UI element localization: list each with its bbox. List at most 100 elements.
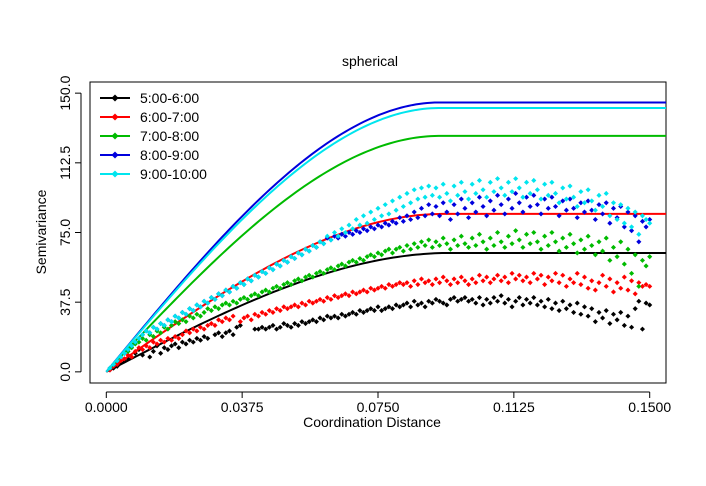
data-point: [226, 317, 233, 323]
data-point: [350, 257, 356, 263]
data-point: [440, 200, 446, 206]
data-point: [538, 211, 544, 217]
data-point: [154, 341, 160, 347]
data-point: [208, 320, 214, 327]
data-point: [393, 207, 399, 213]
data-point: [647, 220, 653, 226]
plot-frame: [89, 81, 667, 384]
data-point: [234, 285, 240, 291]
data-point: [284, 322, 290, 328]
data-point: [447, 281, 453, 288]
data-point: [281, 304, 287, 310]
data-point: [458, 274, 464, 280]
data-point: [292, 255, 298, 262]
data-point: [567, 183, 573, 189]
data-point: [375, 285, 381, 291]
data-point: [408, 216, 414, 223]
data-point: [165, 326, 171, 332]
data-point: [581, 246, 588, 252]
data-point: [205, 335, 211, 341]
data-point: [473, 280, 479, 286]
data-point: [201, 326, 207, 332]
data-point: [183, 311, 189, 317]
data-point: [357, 229, 363, 236]
data-point: [458, 179, 464, 185]
data-point: [321, 241, 327, 247]
data-point: [437, 280, 443, 286]
data-point: [552, 203, 559, 210]
data-point: [422, 280, 428, 286]
data-point: [226, 328, 233, 334]
data-point: [389, 306, 396, 312]
data-point: [357, 255, 363, 262]
data-point: [491, 242, 497, 249]
data-point: [484, 274, 490, 280]
axes-layer: 0.0000 0.0375 0.0750 0.1125 0.1500 0.0 37.5 75.…: [57, 75, 671, 415]
data-point: [538, 298, 544, 304]
data-point: [531, 294, 537, 301]
data-point: [495, 229, 501, 236]
data-point: [371, 307, 377, 314]
data-point: [364, 307, 370, 314]
chart-title: spherical: [342, 53, 398, 69]
data-point: [360, 213, 367, 219]
data-point: [473, 300, 479, 306]
data-point: [491, 294, 497, 301]
data-point: [223, 315, 229, 321]
data-point: [585, 285, 591, 291]
data-point: [230, 283, 236, 289]
data-point: [520, 194, 526, 200]
data-point: [639, 257, 645, 263]
data-point: [473, 190, 479, 197]
data-point: [455, 242, 461, 249]
data-point: [241, 315, 247, 321]
data-point: [502, 274, 508, 280]
data-point: [346, 229, 352, 236]
data-point: [212, 322, 218, 328]
data-point: [491, 207, 497, 213]
data-point: [176, 315, 182, 321]
data-point: [534, 187, 540, 193]
data-point: [629, 278, 635, 284]
data-point: [335, 233, 341, 239]
data-point: [179, 309, 185, 315]
data-point: [248, 317, 254, 323]
data-point: [404, 213, 410, 219]
data-point: [150, 334, 156, 340]
data-point: [433, 239, 439, 245]
data-point: [197, 337, 204, 343]
data-point: [306, 319, 312, 325]
data-point: [219, 302, 225, 308]
data-point: [429, 211, 435, 217]
data-point: [433, 276, 439, 282]
y-axis-label: Semivariance: [33, 189, 49, 274]
data-point: [408, 200, 414, 206]
data-point: [197, 313, 204, 319]
data-point: [317, 315, 323, 321]
data-point: [266, 324, 272, 330]
data-point: [400, 248, 406, 254]
data-point: [556, 280, 562, 286]
data-point: [408, 304, 414, 310]
data-point: [375, 304, 381, 310]
data-point: [386, 281, 392, 288]
data-point: [437, 298, 443, 304]
data-point: [342, 291, 348, 297]
series-group: [105, 107, 666, 373]
data-point: [498, 185, 504, 191]
data-point: [527, 300, 533, 306]
data-point: [397, 215, 403, 221]
data-point: [629, 324, 635, 330]
data-point: [571, 280, 577, 286]
data-point: [625, 287, 631, 293]
data-point: [139, 332, 146, 338]
data-point: [505, 196, 511, 202]
data-point: [527, 203, 533, 210]
data-point: [288, 304, 294, 310]
data-point: [455, 211, 461, 217]
data-point: [527, 280, 533, 286]
data-point: [360, 226, 367, 232]
data-point: [498, 202, 504, 208]
data-point: [216, 291, 222, 297]
data-point: [466, 196, 472, 202]
